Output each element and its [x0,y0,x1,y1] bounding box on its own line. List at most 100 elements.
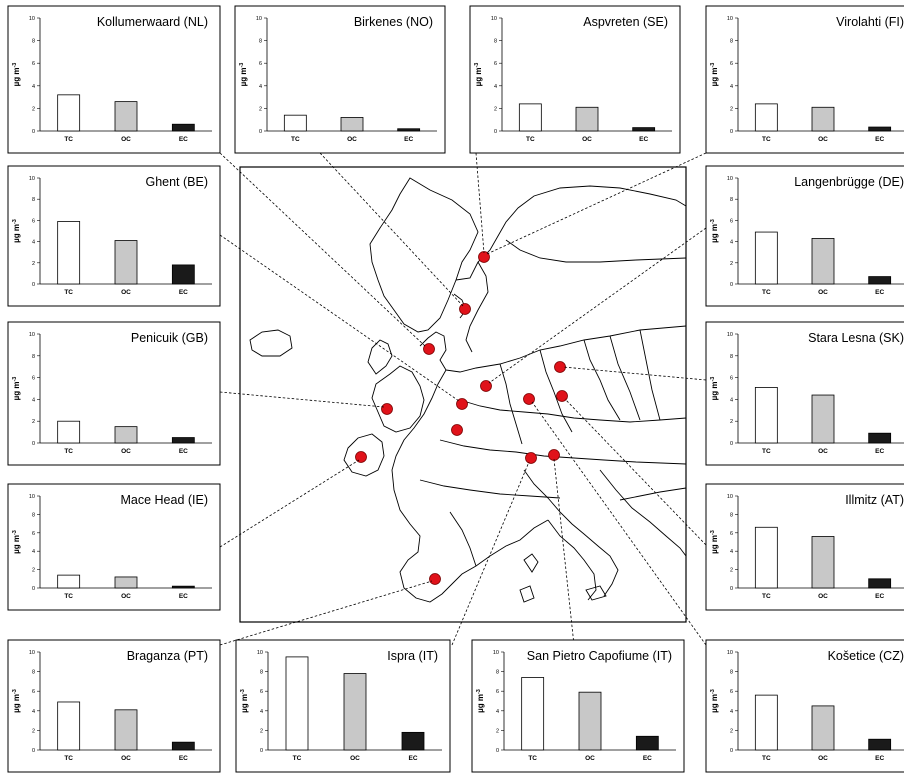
category-label: OC [818,448,828,455]
coastlines [249,177,687,603]
bar-ec [171,741,195,751]
y-tick-label: 2 [260,728,263,734]
category-label: EC [408,755,417,762]
y-tick-label: 0 [259,129,262,135]
y-tick-label: 6 [496,689,499,695]
leader-lines [219,152,707,646]
bar-oc [811,238,835,285]
bar-ec [171,264,195,285]
y-tick-label: 4 [32,549,35,555]
y-axis-label: µg m-3 [710,377,719,401]
bar-tc [283,114,307,132]
y-axis-label-superscript: -3 [476,689,482,694]
y-tick-label: 6 [32,531,35,537]
category-label: OC [121,289,131,296]
y-tick-label: 0 [730,586,733,592]
bar-oc [578,691,602,751]
y-tick-label: 10 [29,16,35,22]
site-marker-san-pietro [548,449,560,461]
site-marker-ghent-2 [451,424,463,436]
site-marker-penicuik [381,403,393,415]
bar-oc [114,576,138,589]
y-tick-label: 0 [32,282,35,288]
y-axis-label: µg m-3 [12,530,21,554]
category-label: TC [291,136,300,143]
y-tick-label: 6 [260,689,263,695]
bar-tc [57,420,81,444]
y-tick-label: 2 [32,261,35,267]
panel-title: Illmitz (AT) [845,493,904,507]
y-tick-label: 8 [260,670,263,676]
y-axis-label: µg m-3 [239,63,248,87]
bar-tc [754,387,778,444]
category-label: TC [762,593,771,600]
panel-illmitz-at: Illmitz (AT) 0 2 4 6 8 10 µg m-3 TC OC EC [705,483,904,611]
y-tick-label: 8 [730,197,733,203]
panel-title: Birkenes (NO) [354,15,433,29]
category-label: EC [179,593,188,600]
bar-ec [632,127,656,132]
y-tick-label: 2 [730,728,733,734]
y-tick-label: 6 [32,61,35,67]
y-axis-label-superscript: -3 [710,689,716,694]
panel-title: Ispra (IT) [387,649,438,663]
site-marker-ghent [456,398,468,410]
y-tick-label: 10 [727,176,733,182]
europe-map [239,166,687,623]
bar-ec [171,437,195,444]
panel-frame [7,483,221,611]
panel-frame [469,5,681,154]
category-label: OC [121,593,131,600]
site-marker-kollumerwaard [423,343,435,355]
category-label: TC [528,755,537,762]
panel-title: Aspvreten (SE) [583,15,668,29]
y-tick-label: 8 [32,354,35,360]
category-label: TC [526,136,535,143]
panel-title: Penicuik (GB) [131,331,208,345]
panel-aspvreten-se: Aspvreten (SE) 0 2 4 6 8 10 µg m-3 TC OC EC [469,5,681,154]
y-tick-label: 4 [730,240,733,246]
y-tick-label: 2 [32,419,35,425]
site-marker-ispra [525,452,537,464]
panel-title: Košetice (CZ) [828,649,904,663]
y-tick-label: 4 [32,397,35,403]
bar-oc [340,117,364,132]
bar-tc [57,221,81,285]
panel-stara-lesna-sk: Stara Lesna (SK) 0 2 4 6 8 10 µg m-3 TC OC EC [705,321,904,466]
category-label: EC [179,136,188,143]
y-tick-label: 4 [730,84,733,90]
y-tick-label: 10 [727,494,733,500]
y-axis-label-superscript: -3 [474,63,480,68]
y-tick-label: 10 [29,176,35,182]
panel-frame [705,483,904,611]
bar-oc [575,106,599,132]
site-marker-birkenes [459,303,471,315]
y-tick-label: 8 [494,39,497,45]
y-tick-label: 6 [730,218,733,224]
category-label: OC [582,136,592,143]
y-tick-label: 2 [32,568,35,574]
category-label: TC [64,136,73,143]
y-tick-label: 8 [730,39,733,45]
panel-penicuik-gb: Penicuik (GB) 0 2 4 6 8 10 µg m-3 TC OC EC [7,321,221,466]
y-tick-label: 6 [32,218,35,224]
bar-oc [114,709,138,751]
bar-tc [285,656,309,751]
site-marker-kosetice [523,393,535,405]
panel-title: Stara Lesna (SK) [808,331,904,345]
category-label: TC [762,448,771,455]
y-axis-label-superscript: -3 [710,530,716,535]
y-tick-label: 10 [727,16,733,22]
y-tick-label: 0 [496,748,499,754]
y-tick-label: 10 [257,650,263,656]
y-tick-label: 8 [730,354,733,360]
panel-san-pietro-capofiume-it: San Pietro Capofiume (IT) 0 2 4 6 8 10 µg m-3 TC… [471,639,685,773]
y-axis-label: µg m-3 [12,63,21,87]
category-label: OC [818,755,828,762]
y-tick-label: 2 [730,419,733,425]
bar-ec [635,735,659,751]
y-tick-label: 2 [730,261,733,267]
panel-title: San Pietro Capofiume (IT) [527,649,672,663]
y-tick-label: 8 [496,670,499,676]
